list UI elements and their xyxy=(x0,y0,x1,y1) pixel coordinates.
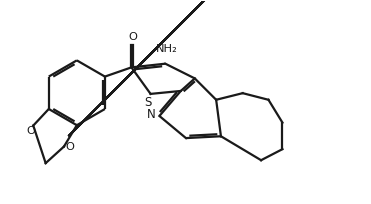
Text: S: S xyxy=(144,95,151,109)
Text: O: O xyxy=(128,32,137,42)
Text: N: N xyxy=(147,108,156,121)
Text: O: O xyxy=(26,126,35,136)
Text: O: O xyxy=(66,142,75,152)
Text: NH₂: NH₂ xyxy=(156,44,178,54)
